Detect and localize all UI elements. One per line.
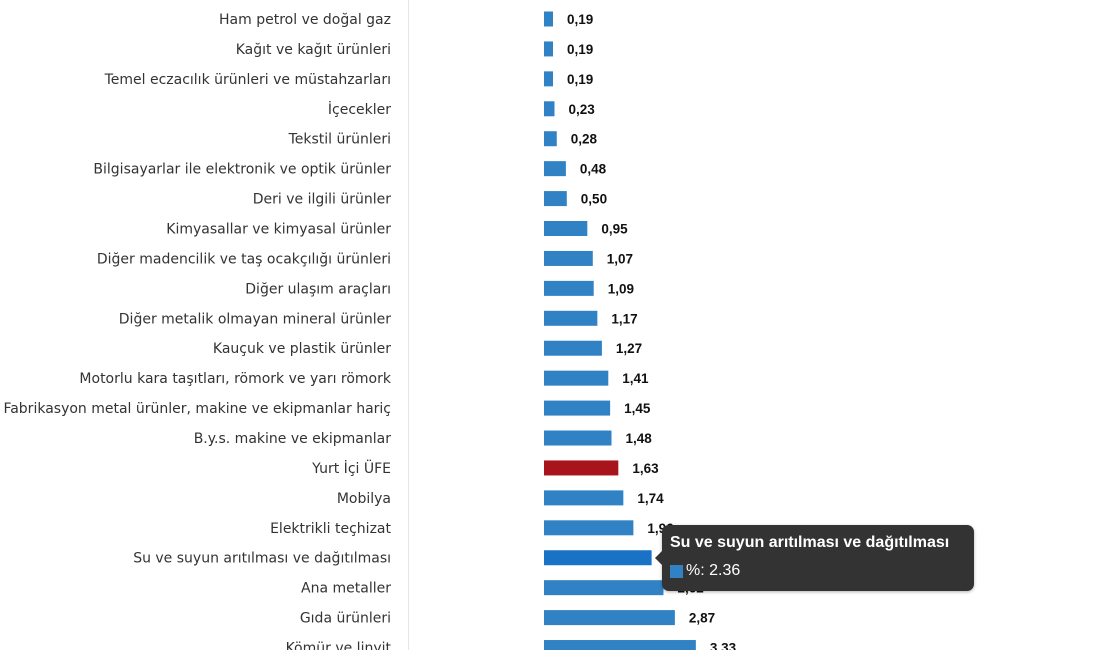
category-label: Kimyasallar ve kimyasal ürünler	[166, 222, 391, 238]
category-label: Bilgisayarlar ile elektronik ve optik ür…	[93, 162, 391, 178]
data-label: 1,45	[624, 401, 651, 416]
tooltip-title: Su ve suyun arıtılması ve dağıtılması	[670, 534, 950, 551]
bar[interactable]	[544, 280, 594, 296]
category-label: B.y.s. makine ve ekipmanlar	[194, 431, 392, 447]
tooltip: Su ve suyun arıtılması ve dağıtılması %:…	[655, 525, 974, 591]
bar[interactable]	[544, 430, 612, 446]
data-label: 1,74	[637, 491, 664, 506]
tooltip-swatch	[670, 564, 683, 578]
bar[interactable]	[544, 520, 634, 536]
tooltip-value: %: 2.36	[686, 562, 741, 579]
category-label: Kömür ve linyit	[286, 641, 392, 650]
category-label: Kağıt ve kağıt ürünleri	[236, 42, 391, 58]
data-label: 0,28	[571, 132, 598, 147]
data-label: 0,19	[567, 72, 593, 87]
category-label: Ana metaller	[301, 581, 391, 597]
bar[interactable]	[544, 340, 602, 356]
category-label: Elektrikli teçhizat	[270, 521, 391, 537]
data-label: 1,48	[625, 431, 652, 446]
data-label: 0,95	[601, 222, 628, 237]
bar[interactable]	[544, 370, 609, 386]
data-label: 0,50	[581, 192, 607, 207]
category-label: Motorlu kara taşıtları, römork ve yarı r…	[79, 371, 391, 387]
bar[interactable]	[544, 580, 664, 596]
bar[interactable]	[544, 191, 567, 207]
bar[interactable]	[544, 41, 553, 57]
data-label: 0,19	[567, 42, 593, 57]
category-label: Deri ve ilgili ürünler	[253, 192, 392, 208]
category-label: Temel eczacılık ürünleri ve müstahzarlar…	[104, 72, 391, 88]
bar[interactable]	[544, 400, 611, 416]
data-label: 2,87	[689, 611, 715, 626]
bar[interactable]	[544, 250, 593, 266]
data-label: 1,27	[616, 341, 642, 356]
category-label: Gıda ürünleri	[300, 611, 391, 627]
category-label: Diğer metalik olmayan mineral ürünler	[119, 311, 391, 327]
category-label: Diğer ulaşım araçları	[245, 281, 391, 297]
category-label: Ham petrol ve doğal gaz	[219, 12, 391, 28]
tooltip-body: %: 2.36	[670, 562, 740, 580]
data-label: 1,63	[632, 461, 659, 476]
data-label: 1,41	[622, 371, 649, 386]
category-label: Su ve suyun arıtılması ve dağıtılması	[133, 551, 391, 567]
bar[interactable]	[544, 71, 553, 87]
bar[interactable]	[544, 460, 619, 476]
category-label: Kauçuk ve plastik ürünler	[213, 341, 391, 357]
data-label: 3,33	[710, 641, 737, 650]
bar[interactable]	[544, 161, 566, 177]
bar[interactable]	[544, 550, 652, 566]
bar[interactable]	[544, 101, 555, 117]
category-label: Yurt İçi ÜFE	[311, 459, 391, 477]
data-label: 0,19	[567, 12, 593, 27]
bar[interactable]	[544, 221, 588, 237]
bar[interactable]	[544, 610, 675, 626]
category-label: Mobilya	[337, 491, 391, 507]
bar[interactable]	[544, 11, 553, 27]
bar[interactable]	[544, 490, 624, 506]
data-label: 0,48	[580, 162, 607, 177]
data-label: 0,23	[568, 102, 595, 117]
bar[interactable]	[544, 310, 598, 326]
data-label: 1,17	[611, 311, 637, 326]
category-label: İçecekler	[328, 100, 391, 118]
category-label: Tekstil ürünleri	[288, 132, 391, 148]
data-label: 1,07	[607, 251, 633, 266]
category-label: Diğer madencilik ve taş ocakçılığı ürünl…	[97, 251, 391, 267]
bar[interactable]	[544, 131, 557, 147]
data-label: 1,09	[608, 281, 634, 296]
bar[interactable]	[544, 640, 696, 650]
category-label: Fabrikasyon metal ürünler, makine ve eki…	[3, 401, 391, 417]
